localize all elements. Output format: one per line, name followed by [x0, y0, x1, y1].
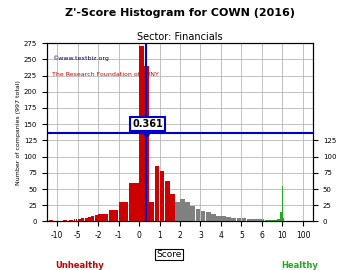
- Bar: [221, 216, 226, 221]
- Bar: [266, 220, 267, 221]
- Bar: [247, 219, 252, 221]
- Bar: [195, 209, 200, 221]
- Bar: [211, 214, 216, 221]
- Bar: [98, 214, 108, 221]
- Bar: [180, 199, 185, 221]
- Bar: [170, 194, 175, 221]
- Bar: [206, 212, 211, 221]
- Bar: [275, 220, 277, 221]
- Bar: [252, 219, 257, 221]
- Bar: [270, 220, 272, 221]
- Text: Unhealthy: Unhealthy: [55, 261, 104, 270]
- Bar: [283, 218, 284, 221]
- Bar: [76, 219, 77, 221]
- Bar: [119, 202, 129, 221]
- Bar: [149, 202, 154, 221]
- Bar: [185, 202, 190, 221]
- Bar: [226, 217, 231, 221]
- Y-axis label: Number of companies (997 total): Number of companies (997 total): [16, 80, 21, 185]
- Text: 0.361: 0.361: [132, 119, 163, 129]
- Bar: [267, 220, 270, 221]
- Text: The Research Foundation of SUNY: The Research Foundation of SUNY: [52, 72, 159, 77]
- Text: Z'-Score Histogram for COWN (2016): Z'-Score Histogram for COWN (2016): [65, 8, 295, 18]
- Bar: [272, 220, 275, 221]
- Bar: [88, 217, 91, 221]
- Bar: [257, 220, 262, 221]
- Bar: [139, 46, 144, 221]
- Bar: [263, 220, 265, 221]
- Bar: [72, 220, 73, 221]
- Bar: [175, 202, 180, 221]
- Bar: [190, 207, 195, 221]
- Bar: [129, 183, 139, 221]
- Bar: [95, 215, 98, 221]
- Bar: [49, 220, 53, 221]
- Bar: [237, 218, 241, 221]
- Bar: [231, 218, 236, 221]
- Text: Sector: Financials: Sector: Financials: [137, 32, 223, 42]
- Bar: [85, 218, 87, 221]
- Bar: [78, 219, 81, 221]
- Bar: [165, 181, 170, 221]
- Bar: [280, 212, 282, 221]
- Bar: [154, 166, 159, 221]
- Bar: [242, 218, 246, 221]
- Bar: [91, 216, 94, 221]
- Bar: [73, 220, 75, 221]
- Bar: [160, 171, 165, 221]
- Bar: [63, 220, 67, 221]
- Bar: [278, 220, 280, 221]
- Bar: [302, 216, 303, 221]
- Bar: [81, 218, 84, 221]
- Bar: [201, 211, 206, 221]
- Text: Healthy: Healthy: [281, 261, 318, 270]
- Bar: [69, 220, 71, 221]
- Text: ©www.textbiz.org: ©www.textbiz.org: [52, 56, 109, 61]
- Bar: [109, 210, 118, 221]
- Bar: [265, 220, 266, 221]
- Bar: [144, 66, 149, 221]
- Bar: [262, 220, 263, 221]
- Bar: [216, 215, 221, 221]
- Text: Score: Score: [156, 250, 181, 259]
